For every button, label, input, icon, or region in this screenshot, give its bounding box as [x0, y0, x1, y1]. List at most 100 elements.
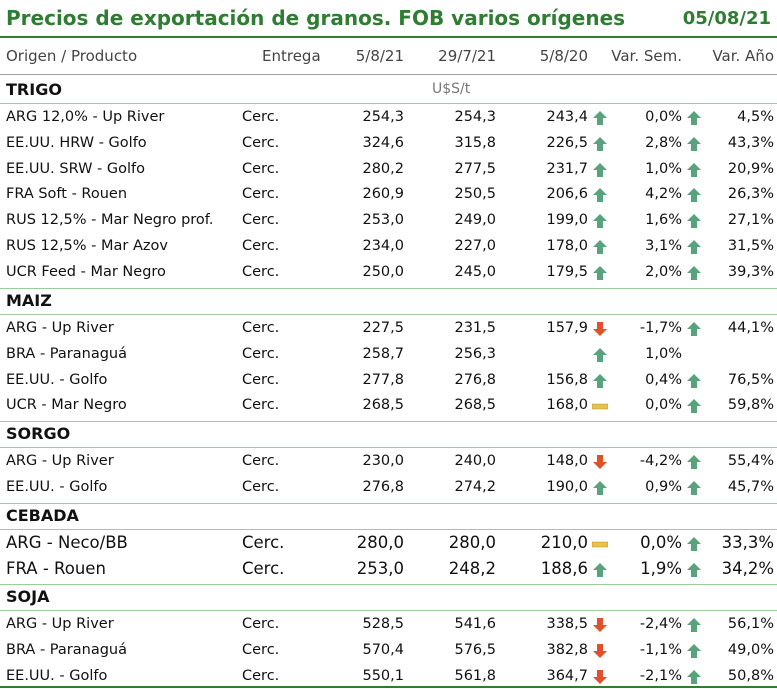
price-current: 324,6 [362, 134, 404, 151]
price-prev-week: 276,8 [454, 371, 496, 388]
price-prev-year: 199,0 [546, 212, 588, 229]
price-current: 280,2 [362, 160, 404, 177]
yearly-change: 4,5% [737, 109, 774, 125]
table-row: EE.UU. HRW - Golfo Cerc. 324,6 315,8 226,5 2,… [0, 131, 777, 157]
header-delivery: Entrega [262, 47, 321, 65]
product-name: RUS 12,5% - Mar Negro prof. [6, 212, 214, 229]
weekly-change: 1,6% [645, 212, 682, 229]
down-arrow-icon [592, 669, 608, 685]
delivery-cell: Cerc. [242, 641, 280, 658]
product-name: RUS 12,5% - Mar Azov [6, 238, 168, 254]
weekly-change: -2,1% [639, 667, 682, 684]
table-row: ARG - Up River Cerc. 227,5 231,5 157,9 -1,7% 4… [0, 316, 777, 342]
price-current: 234,0 [362, 238, 404, 254]
price-prev-year: 206,6 [546, 186, 588, 203]
price-prev-year: 178,0 [546, 238, 588, 254]
price-current: 253,0 [356, 558, 404, 578]
table-row: RUS 12,5% - Mar Azov Cerc. 234,0 227,0 178,0… [0, 234, 777, 260]
delivery-cell: Cerc. [242, 453, 280, 469]
table-row: ARG - Up River Cerc. 230,0 240,0 148,0 -4,2% 5… [0, 449, 777, 475]
section-header-sorgo: SORGO [0, 422, 777, 448]
weekly-change: -2,4% [639, 616, 682, 632]
yearly-change: 76,5% [727, 371, 774, 388]
product-name: UCR Feed - Mar Negro [6, 263, 166, 280]
weekly-change: 2,0% [645, 263, 682, 280]
price-prev-week: 249,0 [454, 212, 496, 229]
price-prev-week: 315,8 [454, 134, 496, 151]
delivery-cell: Cerc. [242, 397, 280, 414]
up-arrow-icon [686, 321, 702, 337]
header-origin-product: Origen / Producto [6, 47, 138, 65]
price-prev-week: 245,0 [454, 263, 496, 280]
weekly-change: -1,1% [639, 641, 682, 658]
up-arrow-icon [592, 136, 608, 152]
section-divider [0, 503, 777, 504]
price-prev-year: 231,7 [546, 160, 588, 177]
section-label: MAIZ [6, 291, 52, 310]
yearly-change: 39,3% [727, 263, 774, 280]
title-bar: Precios de exportación de granos. FOB va… [0, 0, 777, 38]
header-yearly-change: Var. Año [712, 47, 774, 65]
up-arrow-icon [686, 213, 702, 229]
price-current: 276,8 [362, 478, 404, 495]
yearly-change: 50,8% [727, 667, 774, 684]
down-arrow-icon [592, 321, 608, 337]
delivery-cell: Cerc. [242, 558, 285, 578]
delivery-cell: Cerc. [242, 263, 280, 280]
header-date-prev-year: 5/8/20 [539, 47, 588, 65]
table-row: FRA - Rouen Cerc. 253,0 248,2 188,6 1,9% 34,2% [0, 557, 777, 583]
price-prev-week: 576,5 [454, 641, 496, 658]
weekly-change: 1,0% [645, 345, 682, 362]
section-divider [0, 288, 777, 289]
table-row: FRA Soft - Rouen Cerc. 260,9 250,5 206,6 4,2%… [0, 182, 777, 208]
up-arrow-icon [592, 562, 608, 578]
price-prev-week: 240,0 [454, 453, 496, 469]
section-header-trigo: TRIGO U$S/t [0, 78, 777, 104]
section-label: TRIGO [6, 80, 62, 99]
table-row: ARG - Neco/BB Cerc. 280,0 280,0 210,0 0,0% 33,… [0, 531, 777, 557]
weekly-change: 4,2% [645, 186, 682, 203]
product-name: ARG - Up River [6, 616, 114, 632]
table-row: BRA - Paranaguá Cerc. 258,7 256,3 1,0% [0, 342, 777, 368]
table-row: UCR - Mar Negro Cerc. 268,5 268,5 168,0 0,0% 5… [0, 393, 777, 419]
delivery-cell: Cerc. [242, 371, 280, 388]
up-arrow-icon [686, 187, 702, 203]
yearly-change: 31,5% [727, 238, 774, 254]
price-prev-week: 268,5 [454, 397, 496, 414]
price-prev-year: 188,6 [540, 558, 588, 578]
delivery-cell: Cerc. [242, 238, 280, 254]
report-date: 05/08/21 [682, 8, 771, 29]
product-name: EE.UU. SRW - Golfo [6, 160, 145, 177]
price-prev-year: 382,8 [546, 641, 588, 658]
header-date-current: 5/8/21 [355, 47, 404, 65]
yearly-change: 34,2% [721, 558, 774, 578]
table-row: BRA - Paranaguá Cerc. 570,4 576,5 382,8 -1,1%… [0, 638, 777, 664]
table-row: RUS 12,5% - Mar Negro prof. Cerc. 253,0 249… [0, 208, 777, 234]
price-prev-week: 248,2 [448, 558, 496, 578]
delivery-cell: Cerc. [242, 533, 285, 552]
up-arrow-icon [592, 162, 608, 178]
unit-label: U$S/t [432, 81, 471, 97]
price-current: 528,5 [362, 616, 404, 632]
up-arrow-icon [686, 398, 702, 414]
weekly-change: 0,4% [645, 371, 682, 388]
price-current: 260,9 [362, 186, 404, 203]
delivery-cell: Cerc. [242, 616, 280, 632]
header-weekly-change: Var. Sem. [611, 47, 682, 65]
price-current: 550,1 [362, 667, 404, 684]
yearly-change: 45,7% [727, 478, 774, 495]
product-name: ARG 12,0% - Up River [6, 109, 165, 125]
section-header-cebada: CEBADA [0, 504, 777, 530]
product-name: ARG - Up River [6, 320, 114, 336]
table-row: ARG 12,0% - Up River Cerc. 254,3 254,3 243,4… [0, 105, 777, 131]
price-prev-year: 226,5 [546, 134, 588, 151]
price-prev-week: 541,6 [454, 616, 496, 632]
up-arrow-icon [686, 562, 702, 578]
up-arrow-icon [592, 187, 608, 203]
price-current: 268,5 [362, 397, 404, 414]
weekly-change: -1,7% [639, 320, 682, 336]
up-arrow-icon [686, 480, 702, 496]
product-name: EE.UU. HRW - Golfo [6, 134, 147, 151]
down-arrow-icon [592, 617, 608, 633]
